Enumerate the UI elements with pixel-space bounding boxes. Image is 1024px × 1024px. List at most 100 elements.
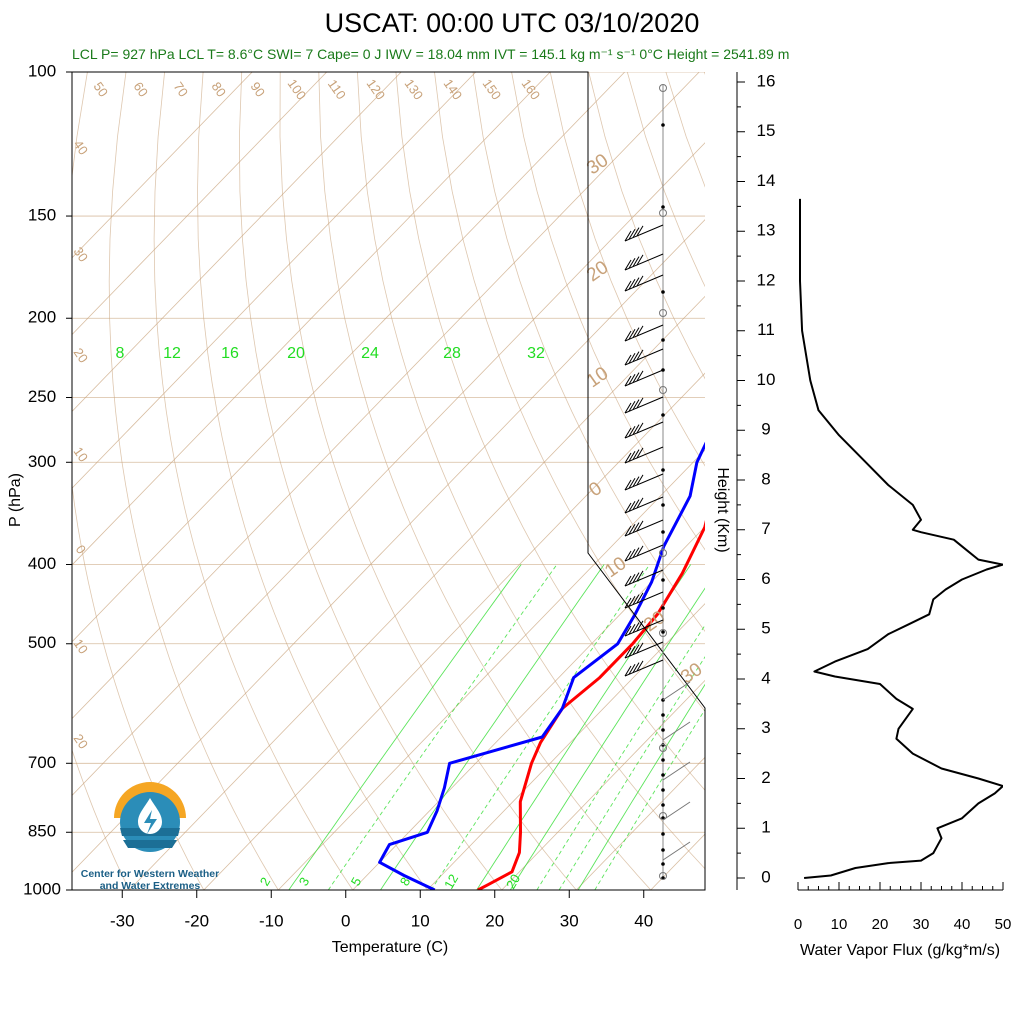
logo-caption-line-2: and Water Extremes (99, 880, 201, 892)
wind-barb (624, 496, 664, 514)
dry-adiabat-line (511, 72, 705, 551)
mixing-ratio-label: 8 (116, 345, 125, 362)
wind-barb (624, 569, 664, 587)
water-vapor-flux-line (799, 198, 1003, 879)
wind-barb-flag (628, 596, 636, 607)
isotherm-label: 50 (91, 79, 112, 99)
wind-barb-staff (624, 619, 664, 637)
adiabat-left-label: 20 (71, 345, 92, 365)
mixing-ratio-label: 24 (361, 345, 379, 362)
adiabat-right-label: 20 (583, 257, 612, 286)
isotherm-label: 140 (441, 76, 466, 102)
flux-tick-label: 50 (995, 916, 1012, 933)
dry-adiabat-line (108, 72, 279, 890)
water-drop-logo-icon (114, 782, 186, 852)
height-tick-label: 0 (761, 867, 770, 886)
wind-barb-flag (636, 447, 644, 459)
isotherm-line (72, 72, 700, 720)
isotherm-line (72, 72, 402, 412)
adiabat-left-label: 20 (71, 731, 92, 751)
pressure-tick-label: 150 (28, 206, 56, 225)
calm-wind-circle (659, 84, 667, 92)
barb-level-dot (661, 123, 665, 127)
low-level-barb (662, 841, 691, 861)
wind-barb-flag (624, 230, 632, 242)
wind-barb-flag (632, 594, 640, 605)
flux-axis-label: Water Vapor Flux (g/kg*m/s) (800, 942, 1000, 959)
height-tick-label: 10 (757, 370, 776, 389)
barb-level-dot (661, 848, 665, 852)
skewt-background-grid (72, 72, 1024, 890)
wind-barb (624, 324, 664, 342)
dry-adiabat-line (782, 72, 1024, 890)
wind-barb-staff (624, 324, 664, 342)
dry-adiabat-line (588, 72, 705, 380)
calm-wind-circle (659, 209, 667, 217)
isotherm-line (72, 72, 327, 336)
wind-barb-flag (628, 664, 636, 675)
wind-barb-flag (624, 427, 632, 439)
wind-barb-flag (628, 426, 636, 437)
wind-barb-flag (624, 502, 632, 514)
wind-barb-flag (628, 574, 636, 585)
dry-adiabat-line (72, 748, 130, 890)
wind-barb-flag (624, 354, 632, 366)
wind-barb-flag (624, 597, 632, 609)
height-tick-label: 4 (761, 668, 770, 687)
mixing-ratio-line (380, 564, 605, 890)
barb-level-dot (661, 413, 665, 417)
mixing-ratio-bottom-label: 12 (441, 871, 461, 891)
isotherm-line (72, 72, 625, 643)
temperature-axis-label: Temperature (C) (332, 939, 448, 956)
wind-barb-flag (624, 330, 632, 342)
wind-barb-staff (624, 569, 664, 587)
isotherm-line (203, 372, 705, 890)
calm-wind-circle (659, 629, 667, 637)
isotherm-label: 100 (285, 76, 310, 102)
wind-barb-staff (624, 659, 664, 677)
wind-barb (624, 274, 664, 292)
wind-barb (624, 421, 664, 439)
wind-barb-flag (628, 401, 636, 412)
barb-level-dot (661, 876, 665, 880)
mixing-ratio-label: 32 (527, 345, 545, 362)
wind-barb-flag (632, 644, 640, 655)
barb-level-dot (661, 803, 665, 807)
mixing-ratio-label: 20 (287, 345, 305, 362)
wind-barb-flag (636, 620, 644, 632)
isotherm-label: 90 (248, 79, 269, 99)
isotherm-line (575, 756, 705, 890)
adiabat-right-label: 10 (601, 553, 630, 582)
height-axis-label: Height (Km) (714, 467, 731, 552)
sounding-statistics: LCL P= 927 hPa LCL T= 8.6°C SWI= 7 Cape=… (72, 46, 790, 62)
wind-barb (624, 224, 664, 242)
pressure-tick-label: 250 (28, 387, 56, 406)
wind-barb-flag (636, 474, 644, 486)
pressure-tick-label: 850 (28, 822, 56, 841)
wind-barb-staff (624, 473, 664, 491)
barb-level-dot (661, 368, 665, 372)
wind-barb-flag (624, 375, 632, 387)
dry-adiabat-line (897, 72, 1024, 890)
isotherm-label: 60 (131, 79, 152, 99)
mixing-ratio-bottom-label: 20 (503, 871, 523, 891)
wind-barb (624, 659, 664, 677)
chart-title: USCAT: 00:00 UTC 03/10/2020 (324, 8, 700, 38)
isotherm-label: 150 (480, 76, 505, 102)
adiabat-left-label: 10 (71, 636, 92, 656)
barb-level-dot (661, 758, 665, 762)
wind-barb-staff (624, 224, 664, 242)
wind-barb-flag (632, 256, 640, 267)
pressure-tick-label: 700 (28, 753, 56, 772)
isotherm-line (72, 72, 551, 566)
barb-level-dot (661, 503, 665, 507)
wind-barb-flag (632, 372, 640, 383)
wind-barb (624, 348, 664, 366)
height-tick-label: 12 (757, 270, 776, 289)
cw3e-logo: Center for Western Weather and Water Ext… (70, 780, 230, 895)
temperature-tick-label: 10 (411, 911, 430, 930)
calm-wind-circle (659, 549, 667, 557)
calm-wind-circle (659, 309, 667, 317)
